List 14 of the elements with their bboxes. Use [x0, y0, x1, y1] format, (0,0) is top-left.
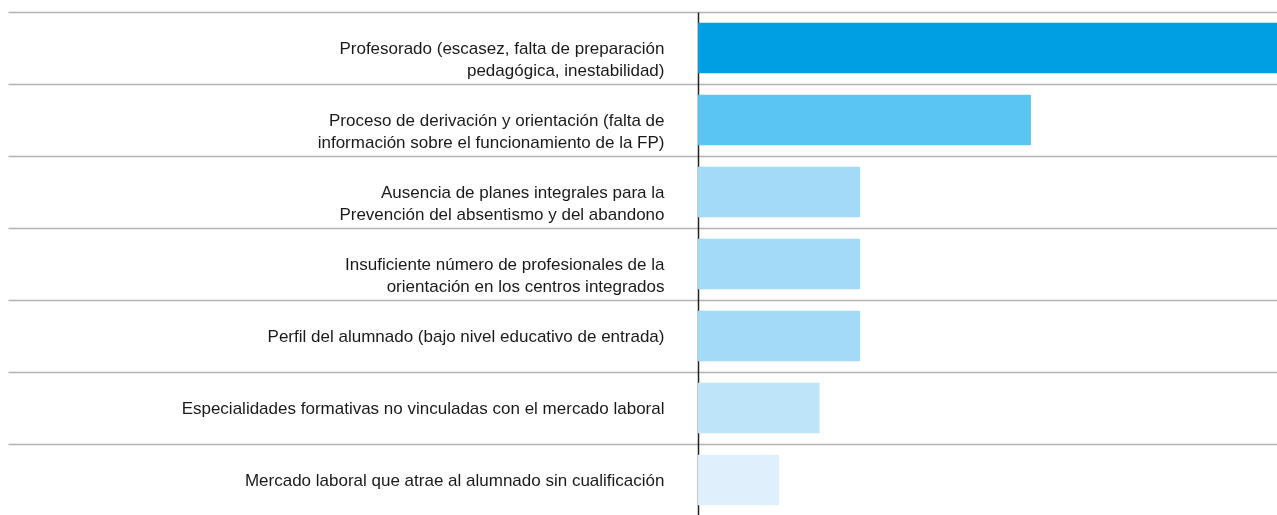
- y-tick-label: Insuficiente número de profesionales de la orientación en los centros integrados: [345, 254, 666, 296]
- bar: [698, 94, 1031, 146]
- y-tick-label: Profesorado (escasez, falta de preparación pedagógica, inestabilidad): [339, 38, 665, 80]
- bar: [698, 382, 820, 434]
- bar: [698, 22, 1277, 74]
- y-tick-label: Perfil del alumnado (bajo nivel educativo de entrada): [267, 326, 665, 346]
- y-tick-label: Especialidades formativas no vinculadas con el mercado laboral: [181, 398, 665, 418]
- bar: [698, 166, 861, 218]
- y-tick-label: Mercado laboral que atrae al alumnado sin cualificación: [244, 470, 665, 490]
- y-tick-label: Proceso de derivación y orientación (falta de información sobre el funcionamiento de la FP): [317, 110, 665, 152]
- bar: [698, 310, 861, 362]
- y-tick-label: Ausencia de planes integrales para la Prevención del absentismo y del abandono: [339, 182, 666, 224]
- bar: [698, 454, 780, 506]
- bar: [698, 238, 861, 290]
